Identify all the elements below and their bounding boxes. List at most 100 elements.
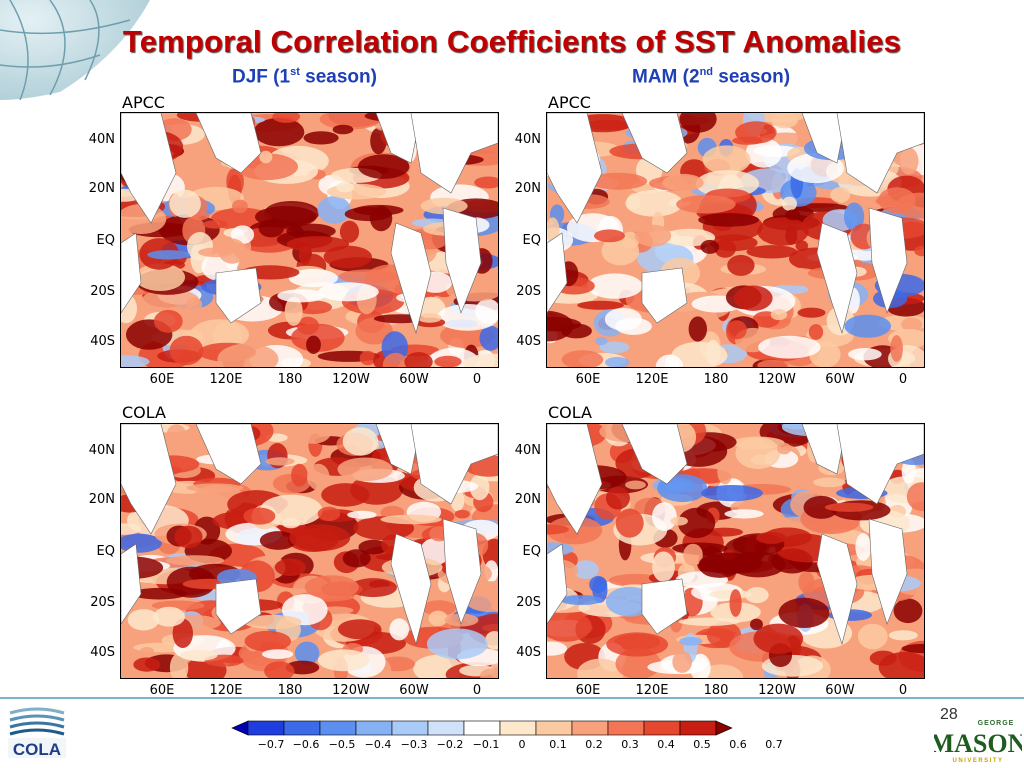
- correlation-patch: [179, 649, 218, 661]
- land-mass: [641, 267, 688, 324]
- correlation-patch: [678, 617, 740, 626]
- x-tick-label: 120W: [758, 372, 796, 387]
- correlation-patch: [262, 649, 294, 659]
- correlation-patch: [577, 658, 624, 678]
- correlation-patch: [169, 335, 204, 366]
- correlation-patch: [605, 356, 630, 367]
- correlation-patch: [699, 552, 762, 574]
- correlation-patch: [121, 355, 150, 367]
- correlation-patch: [317, 649, 370, 672]
- correlation-patch: [757, 217, 809, 246]
- season-heading-djf: DJF (1st season): [232, 66, 377, 88]
- correlation-patch: [700, 239, 720, 254]
- correlation-patch: [259, 150, 273, 164]
- svg-text:UNIVERSITY: UNIVERSITY: [952, 758, 1003, 764]
- correlation-patch: [307, 463, 330, 491]
- correlation-patch: [727, 254, 755, 276]
- correlation-patch: [878, 187, 916, 214]
- sst-correlation-map: [121, 424, 498, 678]
- map-cola-djf: [120, 423, 499, 679]
- correlation-patch: [217, 343, 279, 367]
- colorbar-label: 0.2: [585, 738, 603, 751]
- correlation-patch: [745, 587, 769, 604]
- globe-decoration: [0, 0, 150, 100]
- colorbar-swatch: [283, 720, 321, 736]
- correlation-patch: [337, 619, 382, 640]
- correlation-patch: [890, 335, 903, 362]
- correlation-patch: [652, 502, 677, 531]
- correlation-patch: [404, 352, 433, 367]
- correlation-patch: [702, 145, 751, 175]
- correlation-patch: [147, 250, 190, 260]
- correlation-patch: [808, 324, 824, 340]
- correlation-patch: [577, 300, 624, 310]
- colorbar-label: 0.1: [549, 738, 567, 751]
- correlation-patch: [420, 197, 468, 215]
- correlation-patch: [914, 245, 924, 257]
- correlation-patch: [594, 229, 625, 243]
- y-tick-label: 40S: [516, 645, 541, 660]
- x-tick-label: 120E: [635, 683, 669, 698]
- correlation-patch: [803, 495, 839, 519]
- correlation-patch: [332, 124, 354, 135]
- correlation-patch: [353, 204, 404, 216]
- land-mass: [801, 113, 848, 164]
- land-mass: [442, 518, 482, 625]
- correlation-patch: [272, 113, 301, 123]
- correlation-patch: [683, 543, 703, 566]
- sst-correlation-map: [547, 113, 924, 367]
- correlation-patch: [679, 113, 717, 133]
- slide-title: Temporal Correlation Coefficients of SST…: [122, 24, 902, 59]
- correlation-patch: [243, 614, 302, 630]
- correlation-patch: [166, 424, 187, 448]
- x-tick-label: 60E: [575, 372, 601, 387]
- correlation-patch: [735, 437, 781, 469]
- correlation-patch: [153, 309, 183, 333]
- x-tick-label: 120E: [209, 372, 243, 387]
- x-tick-label: 180: [703, 372, 729, 387]
- correlation-patch: [323, 245, 372, 269]
- correlation-patch: [595, 337, 608, 346]
- correlation-patch: [844, 202, 865, 231]
- x-tick-label: 0: [472, 683, 482, 698]
- correlation-patch: [172, 618, 193, 648]
- land-mass: [121, 424, 177, 535]
- season-heading-mam: MAM (2nd season): [632, 66, 791, 88]
- y-tick-label: 40N: [88, 443, 115, 458]
- correlation-patch: [717, 458, 733, 485]
- correlation-patch: [561, 350, 604, 367]
- correlation-patch: [573, 560, 599, 579]
- correlation-patch: [428, 610, 448, 627]
- x-tick-label: 60E: [149, 683, 175, 698]
- x-tick-label: 60W: [825, 372, 855, 387]
- map-cola-mam: [546, 423, 925, 679]
- correlation-patch: [380, 514, 442, 525]
- correlation-patch: [547, 641, 567, 656]
- y-tick-label: 40N: [514, 132, 541, 147]
- correlation-patch: [559, 595, 603, 605]
- correlation-patch: [606, 632, 669, 657]
- correlation-patch: [259, 531, 297, 550]
- correlation-patch: [358, 154, 410, 179]
- colorbar-label: 0.4: [657, 738, 675, 751]
- correlation-patch: [547, 317, 582, 332]
- correlation-patch: [701, 485, 763, 502]
- colorbar-label: −0.6: [292, 738, 320, 751]
- colorbar-label: 0.5: [693, 738, 711, 751]
- panel-label-apcc-djf: APCC: [122, 93, 165, 112]
- land-mass: [375, 424, 422, 475]
- correlation-patch: [604, 308, 642, 331]
- correlation-patch: [203, 220, 228, 229]
- colorbar-swatch: [643, 720, 681, 736]
- correlation-patch: [729, 589, 742, 617]
- correlation-patch: [625, 190, 683, 217]
- correlation-patch: [422, 600, 457, 616]
- colorbar-swatch: [463, 720, 501, 736]
- y-tick-label: 20S: [90, 595, 115, 610]
- correlation-patch: [901, 643, 924, 654]
- land-mass: [621, 113, 688, 174]
- y-tick-label: 20N: [88, 492, 115, 507]
- correlation-patch: [174, 525, 203, 549]
- colorbar-label: 0: [518, 738, 526, 751]
- correlation-patch: [244, 630, 292, 652]
